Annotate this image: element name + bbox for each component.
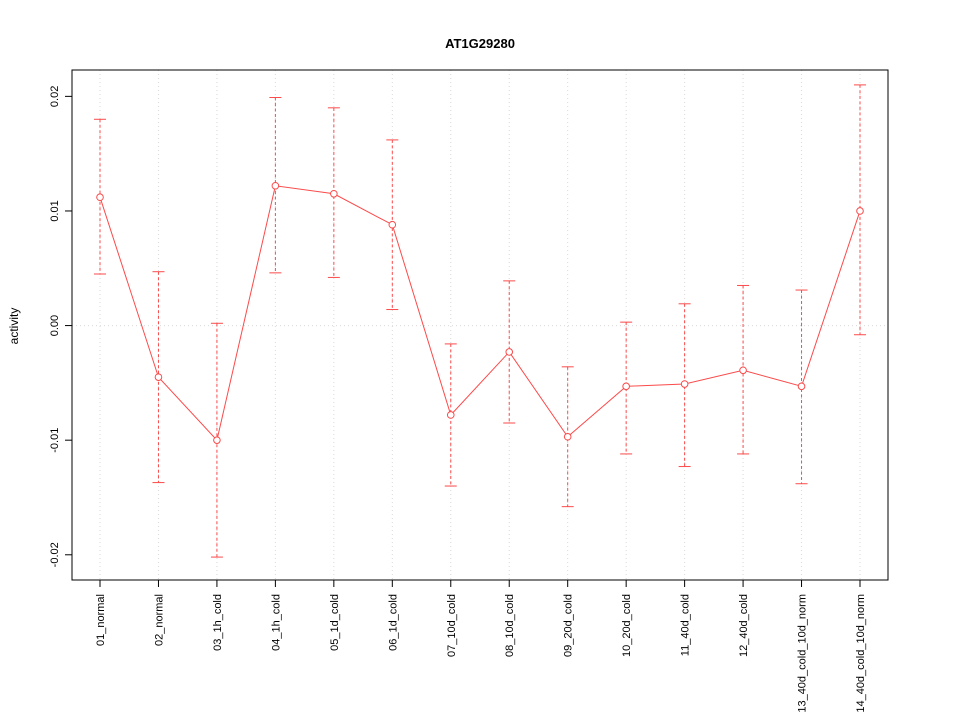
svg-text:09_20d_cold: 09_20d_cold — [563, 594, 575, 657]
data-points — [96, 181, 864, 444]
svg-text:12_40d_cold: 12_40d_cold — [738, 594, 750, 657]
svg-text:05_1d_cold: 05_1d_cold — [329, 594, 341, 651]
svg-text:-0.02: -0.02 — [49, 542, 61, 567]
svg-text:14_40d_cold_10d_norm: 14_40d_cold_10d_norm — [855, 594, 867, 713]
svg-text:06_1d_cold: 06_1d_cold — [387, 594, 399, 651]
chart-title: AT1G29280 — [445, 36, 515, 51]
svg-text:-0.01: -0.01 — [49, 428, 61, 453]
plot-border — [71, 69, 889, 581]
svg-text:03_1h_cold: 03_1h_cold — [212, 594, 224, 651]
svg-text:0.02: 0.02 — [49, 86, 61, 107]
x-axis: 01_normal 02_normal 03_1h_cold 04_1h_cold 05… — [95, 580, 867, 713]
grid-lines — [72, 70, 888, 580]
svg-text:07_10d_cold: 07_10d_cold — [446, 594, 458, 657]
svg-text:0.01: 0.01 — [49, 200, 61, 221]
error-bars — [94, 84, 866, 558]
svg-text:13_40d_cold_10d_norm: 13_40d_cold_10d_norm — [797, 594, 809, 713]
series-line — [99, 185, 861, 442]
svg-text:01_normal: 01_normal — [95, 594, 107, 646]
svg-text:11_40d_cold: 11_40d_cold — [680, 594, 692, 656]
y-axis: -0.02 -0.01 0.00 0.01 0.02 — [49, 86, 72, 567]
svg-text:02_normal: 02_normal — [153, 594, 165, 646]
svg-text:0.00: 0.00 — [49, 315, 61, 336]
svg-text:08_10d_cold: 08_10d_cold — [504, 594, 516, 657]
svg-text:04_1h_cold: 04_1h_cold — [270, 594, 282, 651]
svg-text:10_20d_cold: 10_20d_cold — [621, 594, 633, 657]
